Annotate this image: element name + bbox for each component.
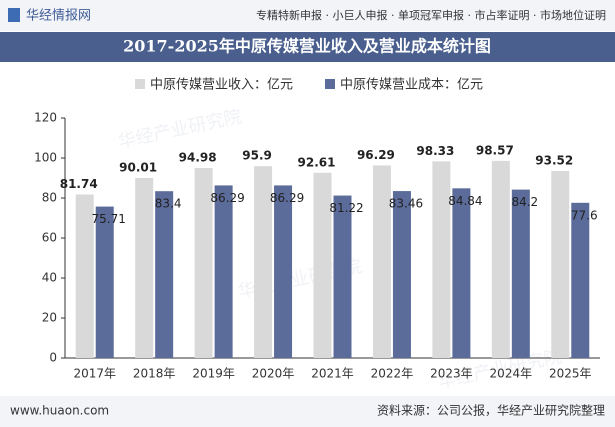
bar xyxy=(75,194,94,358)
value-label: 83.46 xyxy=(389,197,423,211)
value-label: 81.74 xyxy=(60,177,98,191)
source: 资料来源：公司公报，华经产业研究院整理 xyxy=(377,403,605,418)
legend-swatch xyxy=(135,79,145,89)
x-tick-label: 2021年 xyxy=(311,367,354,381)
bar xyxy=(511,189,530,358)
value-label: 94.98 xyxy=(179,151,217,165)
value-label: 84.84 xyxy=(448,194,482,208)
legend-label: 中原传媒营业收入：亿元 xyxy=(150,78,293,93)
value-label: 86.29 xyxy=(210,191,244,205)
value-label: 84.2 xyxy=(511,195,538,209)
y-tick-label: 0 xyxy=(49,351,57,365)
x-tick-label: 2017年 xyxy=(73,367,116,381)
bar xyxy=(571,202,590,358)
bar xyxy=(194,168,213,358)
website: www.huaon.com xyxy=(10,404,109,418)
value-label: 83.4 xyxy=(155,197,182,211)
value-label: 98.57 xyxy=(476,143,514,157)
logo xyxy=(8,8,20,22)
services: 专精特新申报 · 小巨人申报 · 单项冠军申报 · 市占率证明 · 市场地位证明 xyxy=(256,8,606,22)
value-label: 75.71 xyxy=(92,212,126,226)
bar xyxy=(392,191,411,358)
value-label: 90.01 xyxy=(119,160,157,174)
chart-title: 2017-2025年中原传媒营业收入及营业成本统计图 xyxy=(123,37,491,56)
y-tick-label: 20 xyxy=(42,311,57,325)
bar xyxy=(155,191,174,358)
bar xyxy=(491,160,510,358)
legend-swatch xyxy=(325,79,335,89)
x-tick-label: 2018年 xyxy=(133,367,176,381)
bar xyxy=(551,170,570,358)
bar xyxy=(372,165,391,358)
legend-label: 中原传媒营业成本：亿元 xyxy=(340,78,483,93)
x-tick-label: 2024年 xyxy=(490,367,533,381)
value-label: 96.29 xyxy=(357,148,395,162)
value-label: 81.22 xyxy=(329,201,363,215)
value-label: 92.61 xyxy=(298,155,336,169)
header-bar xyxy=(0,0,615,31)
bar xyxy=(95,206,114,358)
value-label: 98.33 xyxy=(416,144,454,158)
value-label: 95.9 xyxy=(242,149,272,163)
x-tick-label: 2019年 xyxy=(192,367,235,381)
bar xyxy=(254,166,273,358)
value-label: 93.52 xyxy=(535,153,573,167)
bar xyxy=(214,185,233,358)
watermark: 华经产业研究院 xyxy=(116,106,244,153)
bar xyxy=(432,161,451,358)
y-tick-label: 80 xyxy=(42,191,57,205)
y-tick-label: 40 xyxy=(42,271,57,285)
bar xyxy=(313,172,332,358)
value-label: 86.29 xyxy=(270,191,304,205)
y-tick-label: 100 xyxy=(34,151,57,165)
bar xyxy=(452,188,471,358)
bar xyxy=(135,177,154,358)
x-tick-label: 2025年 xyxy=(549,367,592,381)
value-label: 77.6 xyxy=(571,208,598,222)
x-tick-label: 2022年 xyxy=(371,367,414,381)
title-bar xyxy=(0,32,615,62)
bar xyxy=(274,185,293,358)
bar xyxy=(333,195,352,358)
x-tick-label: 2020年 xyxy=(252,367,295,381)
brand: 华经情报网 xyxy=(26,9,91,24)
y-tick-label: 120 xyxy=(34,111,57,125)
x-tick-label: 2023年 xyxy=(430,367,473,381)
footer-bar xyxy=(0,396,615,427)
y-tick-label: 60 xyxy=(42,231,57,245)
